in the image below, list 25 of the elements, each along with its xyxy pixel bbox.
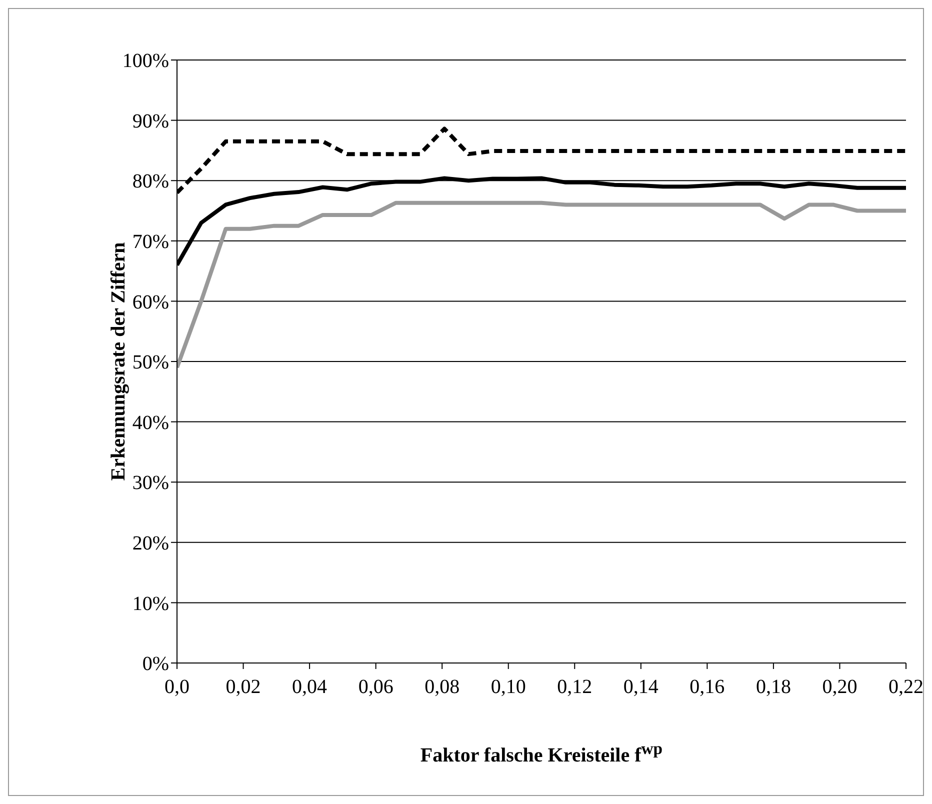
y-tick-label: 60%: [132, 291, 169, 314]
y-tick-label: 100%: [122, 50, 169, 72]
y-tick-label: 20%: [132, 532, 169, 554]
y-tick-label: 90%: [132, 110, 169, 132]
x-tick-label: 0,12: [557, 676, 592, 698]
y-tick-label: 40%: [132, 412, 169, 434]
y-axis-title: Erkennungsrate der Ziffern: [108, 241, 130, 483]
y-tick-label: 30%: [132, 472, 169, 494]
y-tick-label: 50%: [132, 352, 169, 374]
y-tick-label: 80%: [132, 170, 169, 193]
x-tick-label: 0,10: [490, 676, 526, 698]
x-tick-label: 0,14: [623, 676, 658, 698]
x-tick-label: 0,22: [888, 676, 924, 698]
x-tick-label: 0,16: [690, 676, 725, 698]
x-axis-title: Faktor falsche Kreisteile f$^{wp}$: [419, 739, 664, 768]
x-tick-label: 0,08: [424, 676, 460, 698]
y-tick-label: 10%: [132, 592, 169, 615]
y-tick-label: 0%: [142, 653, 169, 676]
x-tick-label: 0,18: [756, 676, 791, 698]
x-tick-label: 0,0: [164, 676, 190, 698]
x-tick-label: 0,04: [292, 676, 328, 698]
x-tick-label: 0,20: [822, 676, 858, 698]
x-tick-label: 0,06: [358, 676, 394, 698]
y-tick-label: 70%: [132, 231, 169, 253]
x-tick-label: 0,02: [226, 676, 261, 698]
